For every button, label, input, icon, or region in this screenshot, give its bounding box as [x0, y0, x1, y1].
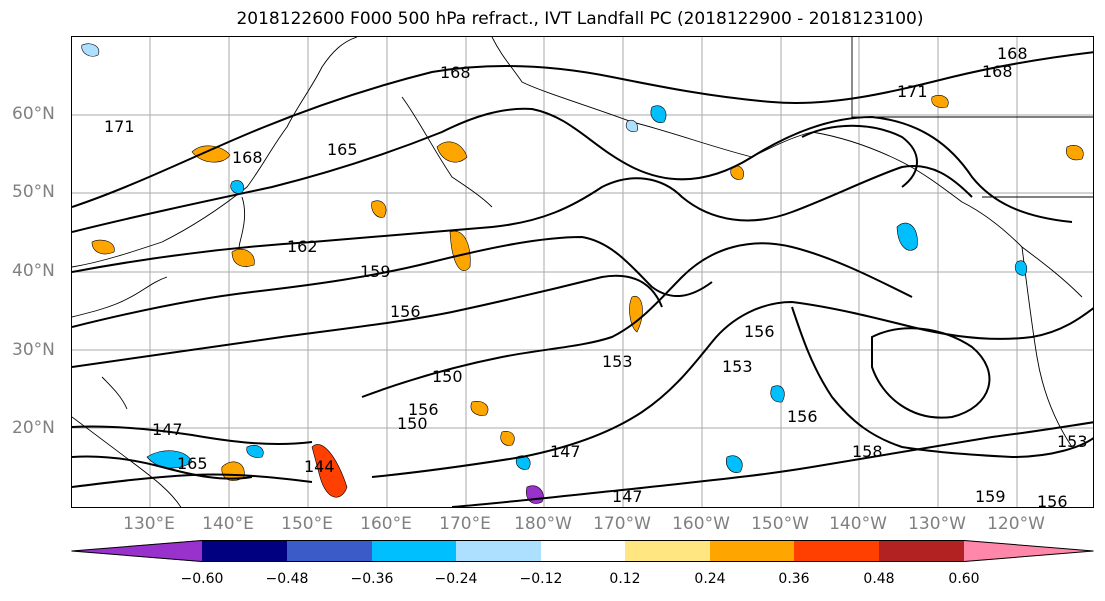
lon-label-150w: 150°W: [751, 514, 809, 534]
colorbar: [71, 540, 1094, 562]
contour-label: 150: [432, 367, 463, 386]
colorbar-tick-label: −0.48: [265, 571, 309, 587]
colorbar-tick-label: −0.60: [180, 571, 224, 587]
lon-label-170e: 170°E: [439, 514, 491, 534]
colorbar-tick-label: −0.24: [434, 571, 478, 587]
contour-label: 156: [787, 407, 818, 426]
contour-labels: 168 168 168 168 171 171 165 162 159 156 …: [104, 44, 1088, 508]
contour-label: 171: [897, 82, 928, 101]
contour-label: 158: [852, 442, 883, 461]
lon-label-160w: 160°W: [672, 514, 730, 534]
lon-label-160e: 160°E: [360, 514, 412, 534]
colorbar-segment: [794, 540, 879, 562]
contour-label: 159: [975, 487, 1006, 506]
colorbar-tick-label: 0.60: [948, 571, 980, 587]
colorbar-tick-label: 0.48: [863, 571, 895, 587]
lat-label-20n: 20°N: [12, 418, 55, 438]
graticule: [72, 37, 1093, 507]
anomaly-patches: [81, 43, 1084, 504]
contour-label: 168: [982, 62, 1013, 81]
height-contours: [72, 51, 1093, 507]
colorbar-tick-label: −0.12: [519, 571, 563, 587]
lon-label-150e: 150°E: [281, 514, 333, 534]
contour-label: 156: [744, 322, 775, 341]
contour-label: 171: [104, 117, 135, 136]
contour-label: 165: [327, 140, 358, 159]
map-svg: 168 168 168 168 171 171 165 162 159 156 …: [72, 37, 1093, 508]
contour-label: 156: [1037, 492, 1068, 508]
contour-label: 168: [997, 44, 1028, 63]
colorbar-segment: [625, 540, 710, 562]
contour-label: 159: [360, 262, 391, 281]
colorbar-segment: [71, 540, 202, 562]
contour-label: 162: [287, 237, 318, 256]
contour-label: 150: [397, 414, 428, 433]
map-title: 2018122600 F000 500 hPa refract., IVT La…: [236, 9, 924, 29]
contour-label: 147: [550, 442, 581, 461]
lon-label-140e: 140°E: [202, 514, 254, 534]
lat-label-40n: 40°N: [12, 261, 55, 281]
contour-label: 153: [602, 352, 633, 371]
lon-label-120w: 120°W: [987, 514, 1045, 534]
colorbar-segment: [287, 540, 372, 562]
colorbar-tick-label: 0.12: [609, 571, 641, 587]
contour-label: 168: [232, 148, 263, 167]
contour-label: 153: [1057, 432, 1088, 451]
contour-label: 156: [390, 302, 421, 321]
lat-label-60n: 60°N: [12, 104, 55, 124]
lon-label-180w: 180°W: [514, 514, 572, 534]
colorbar-tick-label: 0.36: [778, 571, 810, 587]
map-panel: 168 168 168 168 171 171 165 162 159 156 …: [71, 36, 1094, 508]
contour-label: 147: [152, 420, 183, 439]
lon-label-130w: 130°W: [908, 514, 966, 534]
contour-label: 144: [304, 457, 335, 476]
colorbar-outline: [71, 540, 1094, 562]
contour-label: 156: [408, 400, 439, 419]
contour-label: 168: [440, 63, 471, 82]
contour-label: 153: [722, 357, 753, 376]
colorbar-segment: [710, 540, 794, 562]
colorbar-segment: [456, 540, 541, 562]
colorbar-segment: [372, 540, 456, 562]
colorbar-tick-label: −0.36: [350, 571, 394, 587]
colorbar-tick-label: 0.24: [694, 571, 726, 587]
lon-label-130e: 130°E: [123, 514, 175, 534]
lon-label-170w: 170°W: [593, 514, 651, 534]
colorbar-segment: [964, 540, 1094, 562]
contour-label: 147: [612, 487, 643, 506]
contour-label: 165: [177, 454, 208, 473]
colorbar-segment: [202, 540, 287, 562]
lat-label-30n: 30°N: [12, 340, 55, 360]
colorbar-segment: [541, 540, 625, 562]
lat-label-50n: 50°N: [12, 182, 55, 202]
colorbar-segment: [879, 540, 964, 562]
lon-label-140w: 140°W: [829, 514, 887, 534]
